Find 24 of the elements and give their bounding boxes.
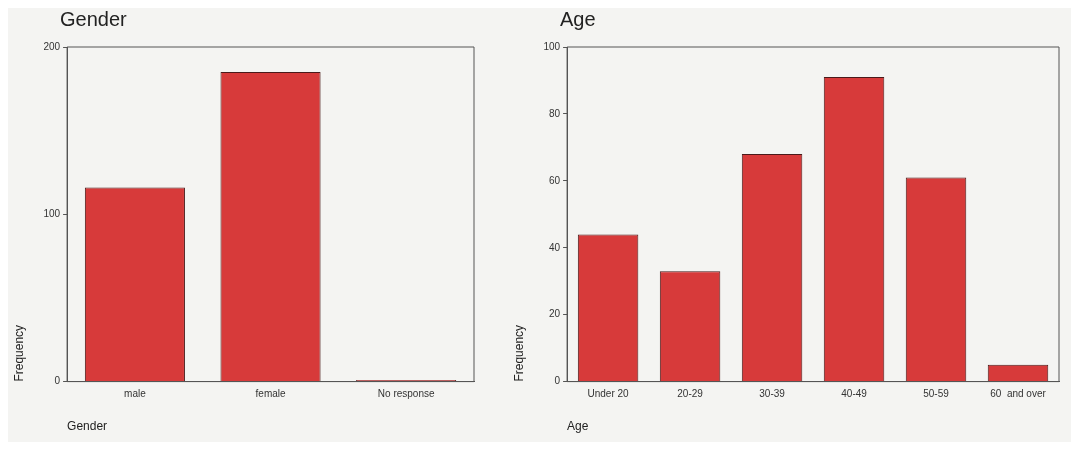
x-axis-title: Age	[567, 419, 589, 434]
chart-title: Age	[559, 8, 597, 32]
y-tick-label: 80	[548, 107, 561, 119]
x-tick-label: Under 20	[587, 388, 630, 400]
y-tick-label: 100	[543, 40, 561, 52]
x-tick-label: 20-29	[677, 388, 704, 400]
y-tick-label: 200	[43, 40, 61, 52]
x-axis-title: Gender	[67, 419, 108, 434]
x-tick-label: No response	[377, 388, 435, 400]
y-tick-label: 100	[43, 208, 61, 220]
y-tick-label: 40	[548, 241, 561, 253]
y-tick-label: 60	[548, 174, 561, 186]
x-tick-label: 60 and over	[990, 388, 1047, 400]
x-tick-label: male	[124, 388, 147, 400]
y-tick-label: 0	[54, 375, 61, 387]
chart-title: Gender	[59, 8, 128, 32]
y-axis-title: Frequency	[11, 324, 26, 382]
y-tick-label: 20	[548, 308, 561, 320]
x-tick-label: 40-49	[841, 388, 868, 400]
y-axis-title: Frequency	[511, 324, 526, 382]
y-tick-label: 0	[554, 375, 561, 387]
x-tick-label: female	[255, 388, 286, 400]
x-tick-label: 50-59	[923, 388, 950, 400]
x-tick-label: 30-39	[759, 388, 786, 400]
